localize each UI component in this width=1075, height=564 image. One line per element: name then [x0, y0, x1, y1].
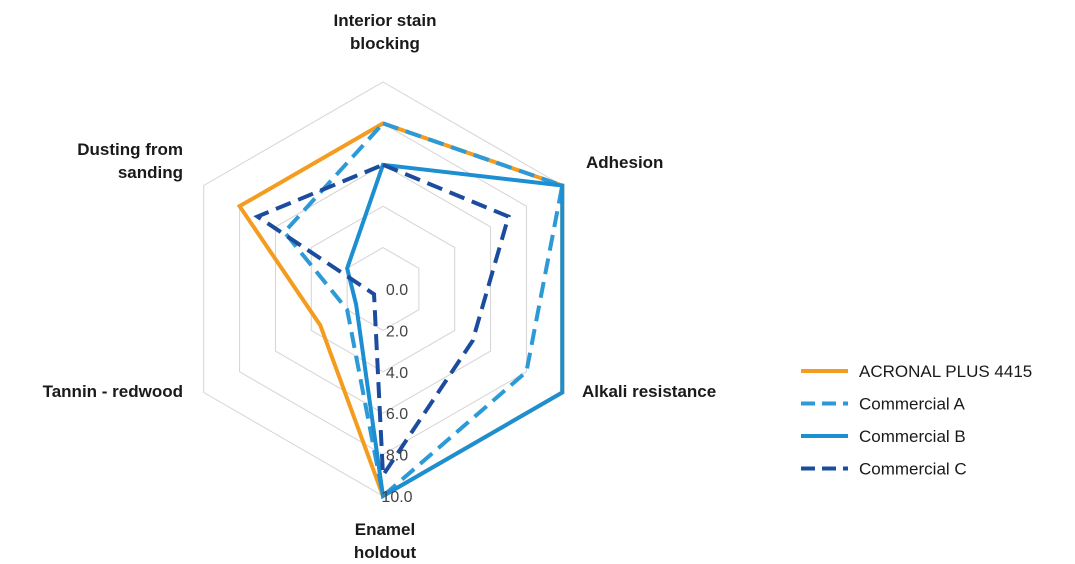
- series-line-3: [345, 162, 565, 500]
- grid-ring: [203, 81, 563, 497]
- tick-label: 10.0: [381, 489, 412, 506]
- legend-label: Commercial C: [859, 460, 967, 479]
- tick-label: 2.0: [386, 323, 408, 340]
- radar-series: [236, 121, 565, 500]
- grid-ring: [239, 122, 527, 456]
- axis-label: Dusting from sanding: [77, 140, 183, 182]
- legend-label: ACRONAL PLUS 4415: [859, 362, 1032, 381]
- tick-label: 8.0: [386, 448, 408, 465]
- axis-label: Interior stain blocking: [334, 11, 437, 53]
- tick-label: 6.0: [386, 406, 408, 423]
- series-line-4: [253, 162, 511, 482]
- axis-label: Adhesion: [586, 153, 663, 172]
- grid-ring: [274, 164, 492, 414]
- legend-label: Commercial A: [859, 395, 965, 414]
- legend-label: Commercial B: [859, 427, 966, 446]
- grid-ring: [310, 205, 456, 373]
- tick-label: 0.0: [386, 282, 408, 299]
- axis-label: Tannin - redwood: [43, 382, 183, 401]
- radar-axis-labels: Interior stain blocking Adhesion Alkali res…: [43, 11, 717, 562]
- axis-label: Enamel holdout: [354, 520, 417, 562]
- radar-tick-labels: 0.0 2.0 4.0 6.0 8.0 10.0: [381, 282, 412, 506]
- chart-legend: ACRONAL PLUS 4415 Commercial A Commercial …: [801, 362, 1032, 479]
- radar-grid: [203, 81, 563, 497]
- tick-label: 4.0: [386, 365, 408, 382]
- axis-label: Alkali resistance: [582, 382, 716, 401]
